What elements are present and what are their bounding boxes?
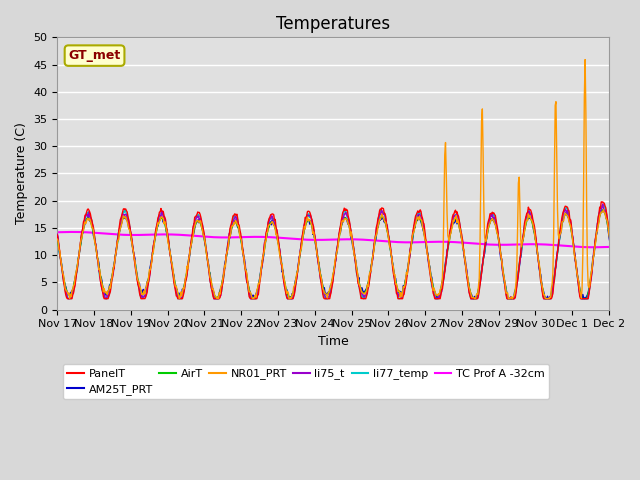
Legend: PanelT, AM25T_PRT, AirT, NR01_PRT, li75_t, li77_temp, TC Prof A -32cm: PanelT, AM25T_PRT, AirT, NR01_PRT, li75_… [63, 364, 549, 399]
li77_temp [260, 243, 268, 249]
Line: TC Prof A -32cm: TC Prof A -32cm [58, 232, 640, 248]
AM25T_PRT [413, 218, 421, 224]
PanelT [446, 228, 454, 233]
TC Prof A -32cm [283, 236, 291, 241]
AirT [445, 237, 453, 242]
li75_t [64, 296, 72, 301]
PanelT [124, 209, 131, 215]
Line: NR01_PRT: NR01_PRT [58, 60, 640, 299]
li77_temp [622, 189, 630, 194]
NR01_PRT [54, 236, 61, 242]
Line: li77_temp: li77_temp [58, 192, 640, 299]
TC Prof A -32cm [413, 240, 421, 245]
AM25T_PRT [283, 287, 291, 292]
Title: Temperatures: Temperatures [276, 15, 390, 33]
Text: GT_met: GT_met [68, 49, 121, 62]
li75_t [232, 214, 239, 219]
NR01_PRT [232, 217, 239, 223]
AirT [54, 237, 61, 242]
AM25T_PRT [446, 232, 454, 238]
TC Prof A -32cm [124, 232, 131, 238]
X-axis label: Time: Time [318, 335, 349, 348]
Line: AirT: AirT [58, 207, 640, 299]
li75_t [283, 294, 291, 300]
TC Prof A -32cm [260, 234, 268, 240]
PanelT [636, 196, 640, 202]
AirT [123, 216, 131, 222]
NR01_PRT [581, 57, 589, 62]
li75_t [413, 215, 421, 221]
PanelT [283, 295, 291, 300]
AirT [469, 296, 477, 301]
li77_temp [232, 214, 239, 220]
li77_temp [283, 293, 291, 299]
NR01_PRT [413, 215, 421, 220]
PanelT [63, 296, 71, 301]
Y-axis label: Temperature (C): Temperature (C) [15, 122, 28, 224]
NR01_PRT [123, 216, 131, 222]
PanelT [232, 211, 239, 217]
AM25T_PRT [260, 245, 268, 251]
NR01_PRT [283, 290, 291, 296]
NR01_PRT [446, 232, 454, 238]
li75_t [124, 216, 131, 222]
AirT [636, 204, 640, 210]
AM25T_PRT [232, 217, 239, 223]
PanelT [413, 210, 421, 216]
AirT [282, 286, 290, 291]
li77_temp [64, 296, 72, 301]
AM25T_PRT [635, 202, 640, 208]
NR01_PRT [175, 296, 183, 301]
AM25T_PRT [123, 217, 131, 223]
AM25T_PRT [212, 296, 220, 301]
Line: AM25T_PRT: AM25T_PRT [58, 205, 640, 299]
TC Prof A -32cm [446, 239, 454, 245]
Line: PanelT: PanelT [58, 199, 640, 299]
PanelT [54, 232, 61, 238]
AirT [231, 219, 239, 225]
AM25T_PRT [54, 238, 61, 243]
li75_t [54, 231, 61, 237]
PanelT [260, 241, 268, 247]
TC Prof A -32cm [69, 229, 77, 235]
li75_t [446, 229, 454, 235]
AirT [413, 218, 420, 224]
NR01_PRT [260, 247, 268, 252]
li77_temp [446, 229, 454, 235]
li77_temp [124, 211, 131, 217]
li75_t [622, 168, 630, 173]
li77_temp [413, 211, 421, 217]
TC Prof A -32cm [232, 234, 239, 240]
Line: li75_t: li75_t [58, 170, 640, 299]
AirT [260, 250, 268, 256]
TC Prof A -32cm [54, 229, 61, 235]
li75_t [260, 240, 268, 245]
li77_temp [54, 233, 61, 239]
